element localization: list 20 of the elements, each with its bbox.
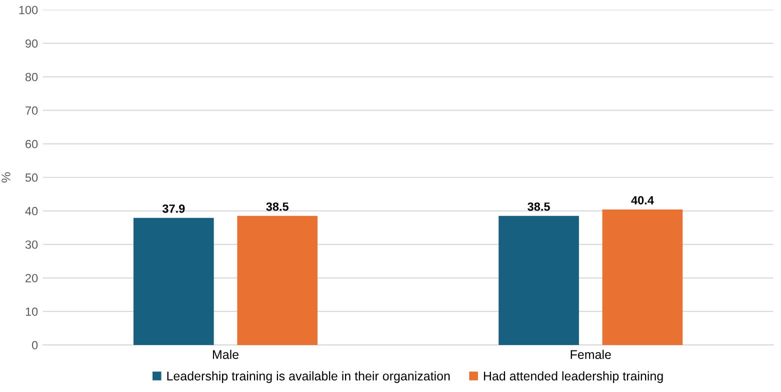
- y-tick-label: 0: [32, 340, 38, 350]
- x-tick-label: Female: [570, 350, 611, 360]
- data-label: 38.5: [528, 202, 550, 211]
- y-tick-label: 10: [26, 307, 38, 316]
- y-tick-label: 70: [26, 106, 38, 115]
- y-tick-label: 50: [25, 173, 38, 182]
- y-tick-label: 100: [19, 6, 38, 14]
- y-axis-title: %: [2, 172, 10, 182]
- legend-label: Had attended leadership training: [484, 371, 663, 383]
- x-tick-label: Male: [212, 350, 239, 360]
- legend-label: Leadership training is available in their organization: [167, 371, 450, 383]
- y-tick-label: 30: [25, 240, 38, 249]
- data-label: 40.4: [631, 196, 654, 204]
- y-tick-label: 40: [25, 206, 38, 216]
- y-tick-label: 90: [26, 39, 38, 48]
- y-tick-label: 80: [25, 72, 38, 82]
- y-tick-label: 20: [26, 274, 38, 282]
- data-label: 37.9: [162, 204, 185, 213]
- data-label: 38.5: [266, 202, 289, 211]
- y-tick-label: 60: [26, 140, 38, 148]
